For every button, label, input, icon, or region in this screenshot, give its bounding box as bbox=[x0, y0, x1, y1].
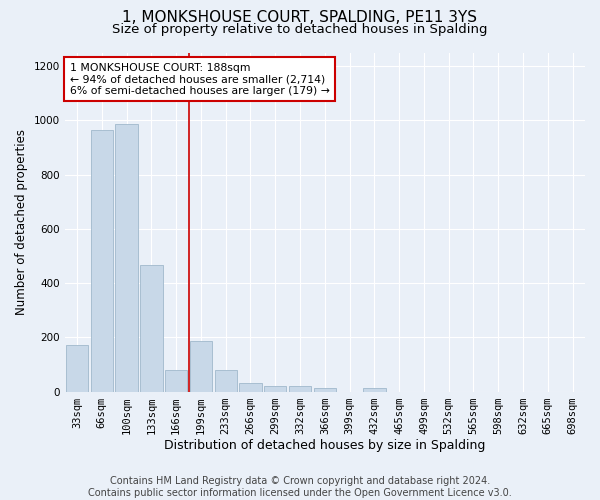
Bar bbox=[115, 124, 138, 392]
Text: 1, MONKSHOUSE COURT, SPALDING, PE11 3YS: 1, MONKSHOUSE COURT, SPALDING, PE11 3YS bbox=[122, 10, 478, 25]
Bar bbox=[289, 386, 311, 392]
Text: Size of property relative to detached houses in Spalding: Size of property relative to detached ho… bbox=[112, 22, 488, 36]
Bar bbox=[215, 370, 237, 392]
Bar bbox=[363, 388, 386, 392]
Text: 1 MONKSHOUSE COURT: 188sqm
← 94% of detached houses are smaller (2,714)
6% of se: 1 MONKSHOUSE COURT: 188sqm ← 94% of deta… bbox=[70, 62, 330, 96]
Bar bbox=[91, 130, 113, 392]
Bar bbox=[165, 370, 187, 392]
Y-axis label: Number of detached properties: Number of detached properties bbox=[15, 129, 28, 315]
Bar bbox=[239, 384, 262, 392]
Bar bbox=[140, 266, 163, 392]
Bar bbox=[66, 346, 88, 392]
Bar bbox=[314, 388, 336, 392]
X-axis label: Distribution of detached houses by size in Spalding: Distribution of detached houses by size … bbox=[164, 440, 485, 452]
Text: Contains HM Land Registry data © Crown copyright and database right 2024.
Contai: Contains HM Land Registry data © Crown c… bbox=[88, 476, 512, 498]
Bar bbox=[190, 342, 212, 392]
Bar bbox=[264, 386, 286, 392]
